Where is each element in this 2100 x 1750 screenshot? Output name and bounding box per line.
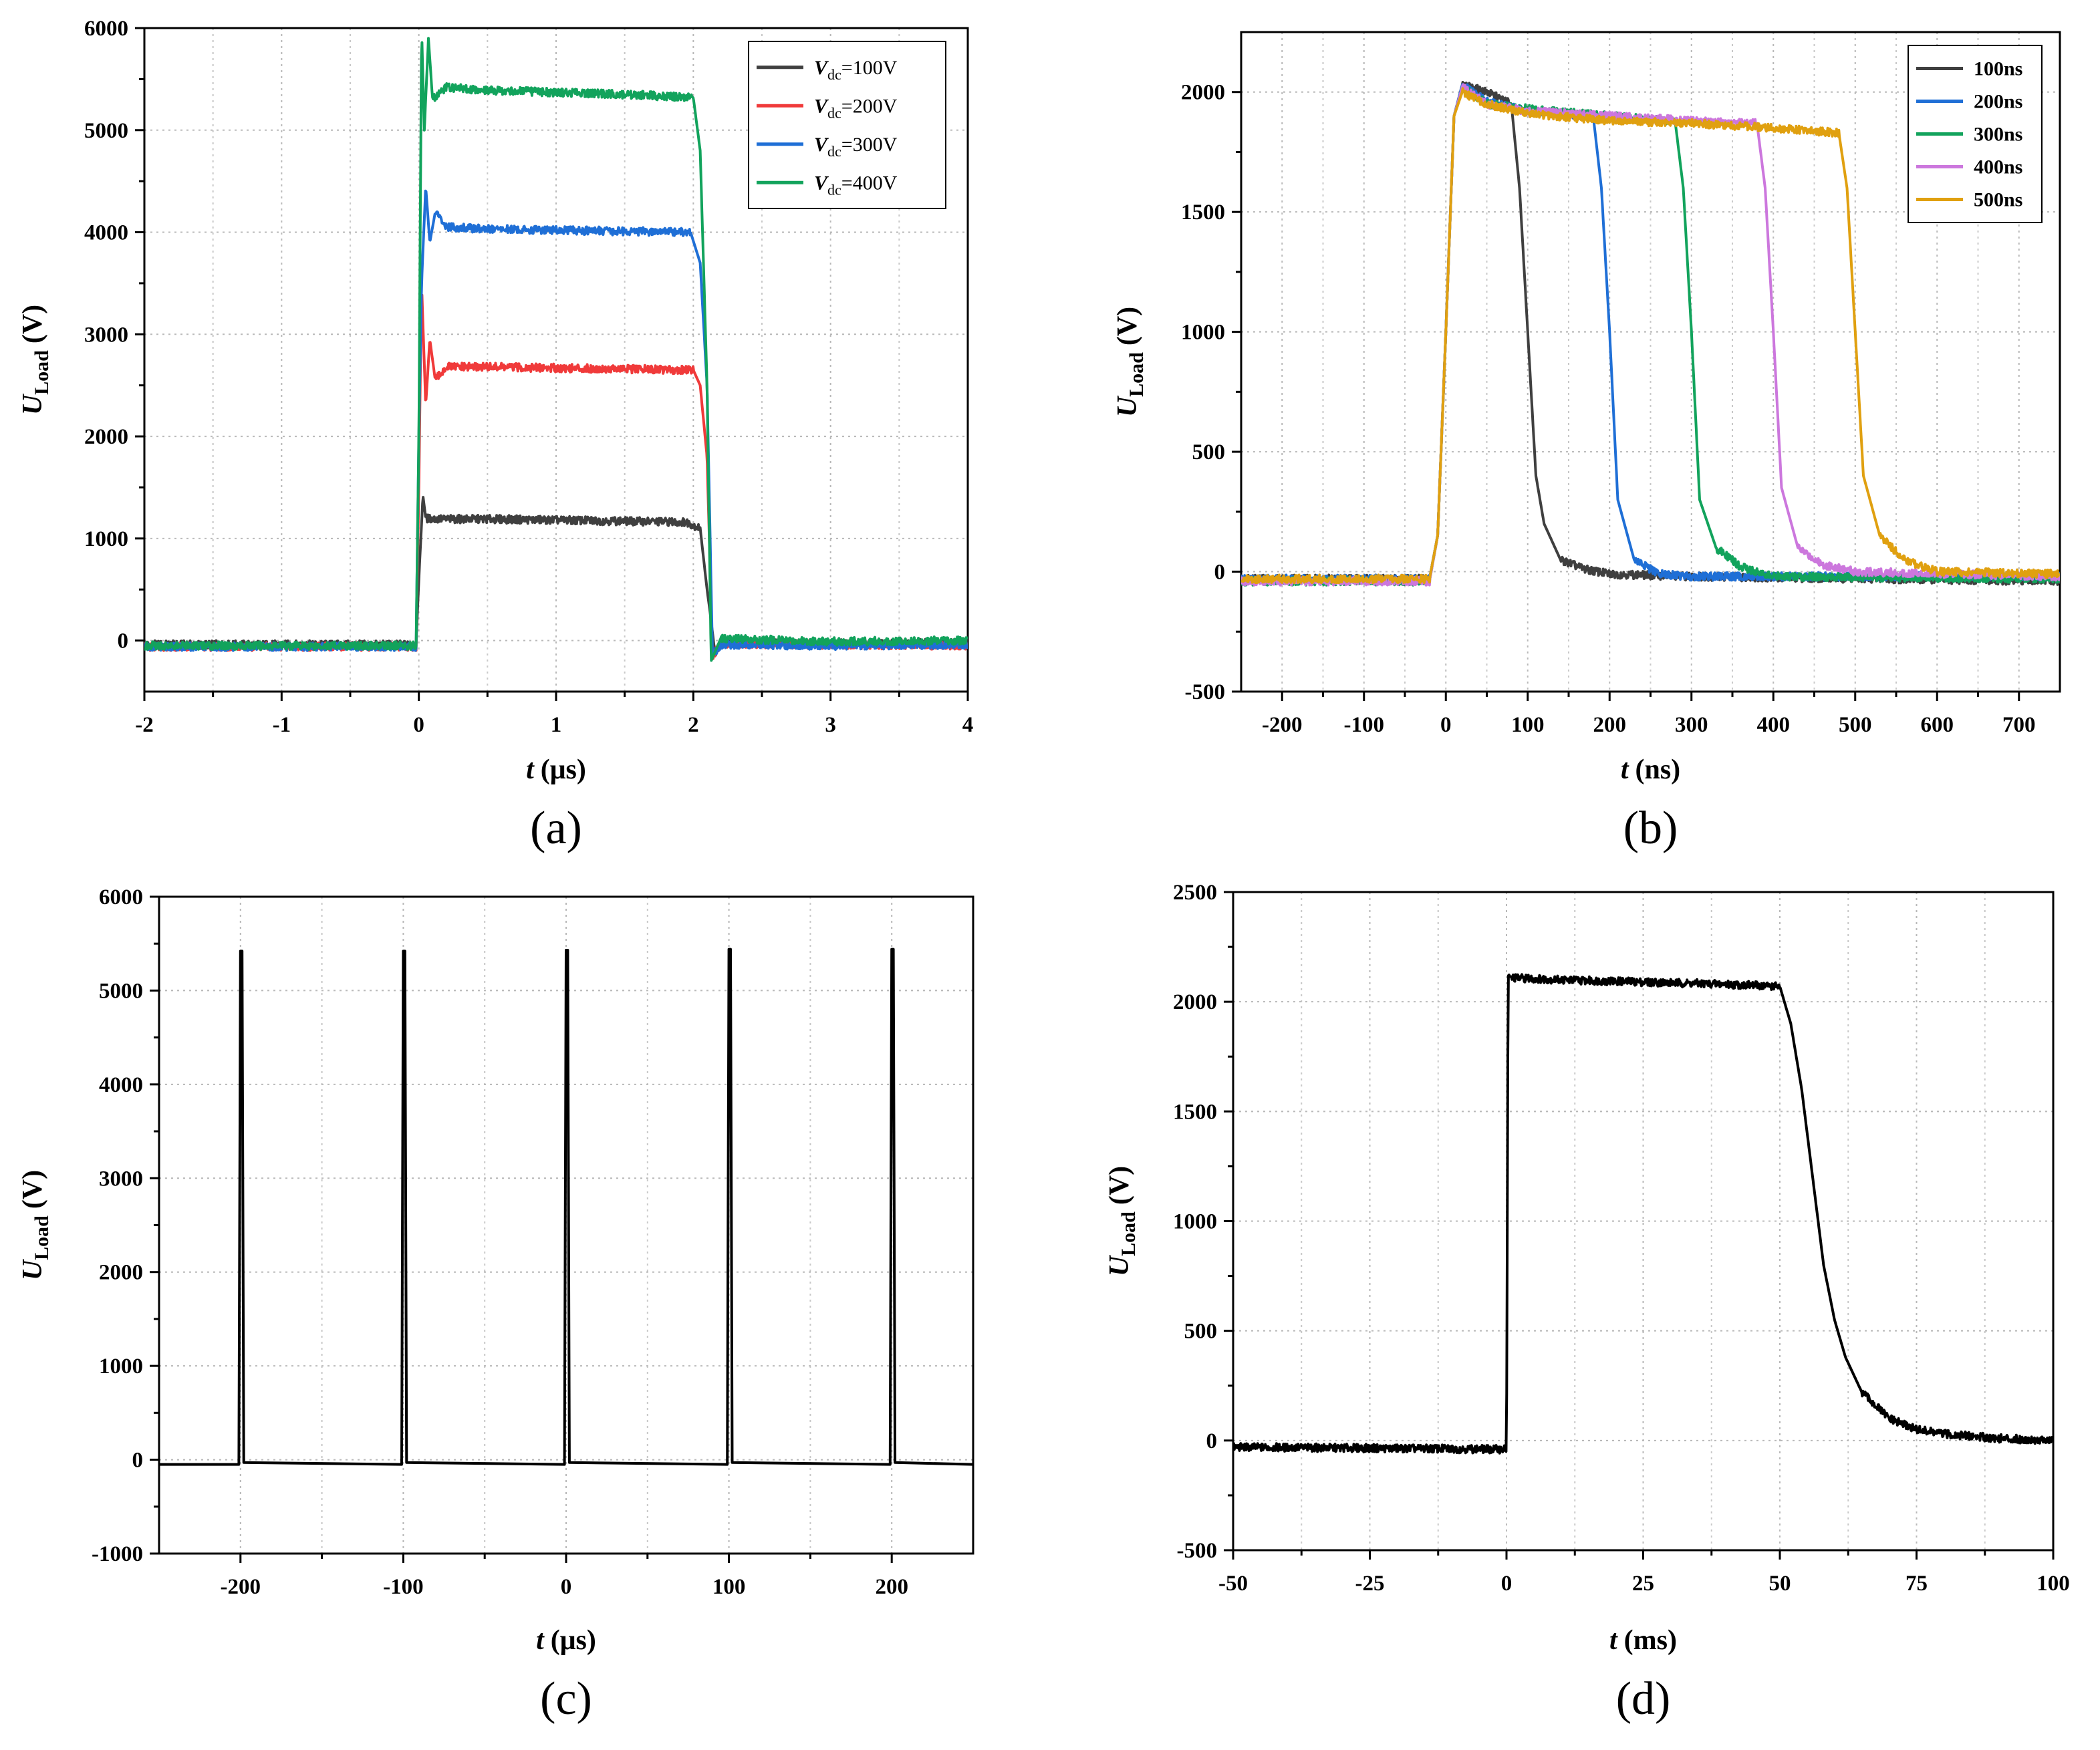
- x-tick-label: -25: [1355, 1572, 1385, 1596]
- x-tick-label: -200: [1262, 713, 1303, 737]
- x-tick-label: 1: [551, 713, 562, 737]
- x-tick-label: -2: [135, 713, 154, 737]
- x-tick-label: 0: [1440, 713, 1452, 737]
- panel-caption: (c): [540, 1673, 592, 1725]
- y-tick-label: 5000: [99, 979, 143, 1003]
- chart-d: -50 -25 0 25 50 75 100 -500 0 500 1000 1500 2000 2500…: [1104, 881, 2070, 1725]
- y-tick-label: 3000: [99, 1167, 143, 1191]
- x-tick-label: 4: [962, 713, 974, 737]
- series-line-vdc-200v: [144, 293, 968, 660]
- y-tick-label: -500: [1177, 1539, 1218, 1563]
- series-line-500ns: [1241, 87, 2060, 585]
- panel-caption: (b): [1623, 803, 1678, 854]
- y-tick-label: 1000: [84, 527, 128, 551]
- y-tick-label: 4000: [99, 1073, 143, 1097]
- series-line-vdc-400v: [144, 37, 968, 662]
- legend-label: Vdc=300V: [814, 134, 898, 160]
- x-tick-label: 0: [1501, 1572, 1513, 1596]
- legend-label: 200ns: [1974, 91, 2022, 113]
- legend-label: 500ns: [1974, 189, 2022, 211]
- panel-caption: (a): [530, 803, 582, 854]
- x-tick-label: 500: [1839, 713, 1872, 737]
- x-tick-label: -100: [383, 1575, 424, 1599]
- y-tick-label: 6000: [84, 17, 128, 41]
- x-tick-label: 200: [1593, 713, 1627, 737]
- y-tick-label: 1000: [1173, 1210, 1217, 1234]
- x-tick-label: -1: [273, 713, 291, 737]
- y-tick-label: 1500: [1173, 1100, 1217, 1124]
- x-tick-label: 100: [1511, 713, 1545, 737]
- x-tick-label: 2: [688, 713, 699, 737]
- y-tick-label: 2000: [84, 425, 128, 449]
- y-tick-label: 2000: [1181, 81, 1225, 105]
- y-tick-label: 1000: [1181, 321, 1225, 345]
- x-tick-label: 0: [413, 713, 424, 737]
- x-tick-label: 50: [1769, 1572, 1791, 1596]
- y-tick-label: 5000: [84, 119, 128, 143]
- x-tick-label: 700: [2002, 713, 2036, 737]
- y-tick-label: 0: [132, 1449, 144, 1473]
- x-tick-label: -100: [1344, 713, 1385, 737]
- x-axis-label: t (μs): [536, 1625, 596, 1656]
- x-tick-label: 400: [1757, 713, 1791, 737]
- x-tick-label: 0: [561, 1575, 572, 1599]
- x-axis-label: t (ns): [1621, 754, 1680, 785]
- chart-c: -200 -100 0 100 200-100001000200030004000500…: [17, 885, 974, 1725]
- x-tick-label: 600: [1921, 713, 1954, 737]
- legend-label: Vdc=100V: [814, 57, 898, 83]
- y-tick-label: 3000: [84, 323, 128, 347]
- y-tick-label: 1000: [99, 1354, 143, 1378]
- x-tick-label: 300: [1675, 713, 1708, 737]
- legend-label: 100ns: [1974, 58, 2022, 80]
- y-tick-label: 0: [118, 629, 129, 653]
- y-axis-label: ULoad(V): [1104, 1166, 1140, 1276]
- chart-a: -2 -1 0 1 2 3 4 0 1000 2000 3000 4000 5000 6000 Vdc=10…: [17, 17, 973, 854]
- y-tick-label: 0: [1214, 561, 1226, 585]
- chart-b: -200 -100 0 100 200 300 400 500 600 700 -500 0 500 10…: [1112, 31, 2061, 854]
- y-tick-label: 1500: [1181, 200, 1225, 225]
- y-tick-label: 500: [1184, 1320, 1218, 1344]
- series-line-400ns: [1241, 83, 2060, 587]
- y-tick-label: 2000: [1173, 990, 1217, 1014]
- y-tick-label: 500: [1192, 440, 1226, 464]
- y-axis-label: ULoad(V): [17, 1170, 53, 1280]
- x-axis-label: t (μs): [526, 754, 586, 785]
- x-tick-label: 75: [1906, 1572, 1928, 1596]
- y-tick-label: 2500: [1173, 881, 1217, 905]
- legend-label: 400ns: [1974, 156, 2022, 178]
- x-tick-label: 100: [2037, 1572, 2070, 1596]
- legend-label: Vdc=400V: [814, 172, 898, 198]
- y-tick-label: 6000: [99, 885, 143, 909]
- x-tick-label: 200: [875, 1575, 908, 1599]
- x-tick-label: 100: [712, 1575, 746, 1599]
- x-tick-label: -200: [221, 1575, 261, 1599]
- series-line-ms-pulse: [1233, 973, 2053, 1455]
- series-line-pulse-train: [159, 947, 973, 1466]
- x-tick-label: -50: [1218, 1572, 1248, 1596]
- panel-caption: (d): [1616, 1673, 1671, 1725]
- x-tick-label: 25: [1632, 1572, 1654, 1596]
- y-tick-label: 4000: [84, 221, 128, 245]
- legend-box: [748, 41, 946, 209]
- legend-label: Vdc=200V: [814, 95, 898, 121]
- y-tick-label: -1000: [92, 1542, 143, 1566]
- x-axis-label: t (ms): [1609, 1625, 1677, 1656]
- y-axis-label: ULoad(V): [17, 305, 53, 415]
- y-tick-label: 0: [1206, 1429, 1218, 1453]
- y-tick-label: 2000: [99, 1261, 143, 1285]
- x-tick-label: 3: [825, 713, 836, 737]
- series-line-vdc-300v: [144, 189, 968, 658]
- y-tick-label: -500: [1185, 680, 1226, 704]
- legend-label: 300ns: [1974, 124, 2022, 146]
- y-axis-label: ULoad(V): [1112, 307, 1148, 417]
